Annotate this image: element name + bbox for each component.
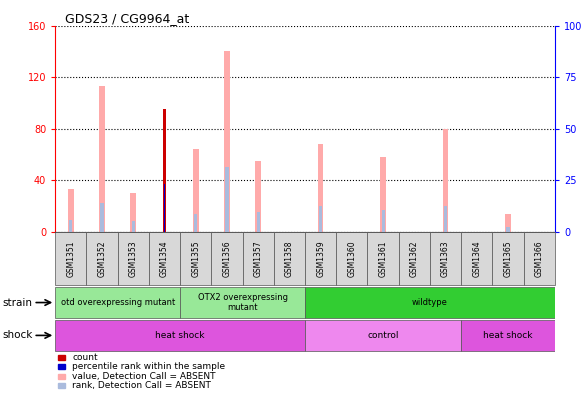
Bar [69,220,73,232]
Text: GSM1355: GSM1355 [191,240,200,277]
Bar [55,320,305,351]
Text: strain: strain [3,297,33,308]
Bar [55,232,87,285]
Bar [319,206,322,232]
Bar [256,161,261,232]
Text: GSM1358: GSM1358 [285,240,294,277]
Text: otd overexpressing mutant: otd overexpressing mutant [60,298,175,307]
Text: heat shock: heat shock [155,331,205,340]
Text: GSM1357: GSM1357 [254,240,263,277]
Bar [461,320,555,351]
Bar [523,232,555,285]
Bar [318,144,324,232]
Text: GSM1353: GSM1353 [129,240,138,277]
Text: GSM1356: GSM1356 [223,240,231,277]
Bar [257,212,260,232]
Bar [87,232,117,285]
Text: percentile rank within the sample: percentile rank within the sample [72,362,225,371]
Text: count: count [72,353,98,362]
Text: GSM1354: GSM1354 [160,240,169,277]
Bar [55,287,180,318]
Bar [149,232,180,285]
Bar [180,232,211,285]
Bar [493,232,523,285]
Text: GSM1360: GSM1360 [347,240,356,277]
Text: OTX2 overexpressing
mutant: OTX2 overexpressing mutant [198,293,288,312]
Text: control: control [367,331,399,340]
Text: GSM1366: GSM1366 [535,240,544,277]
Text: wildtype: wildtype [412,298,448,307]
Bar [211,232,243,285]
Text: shock: shock [3,330,33,341]
Bar [305,287,555,318]
Bar [382,210,385,232]
Bar [336,232,368,285]
Bar [461,232,493,285]
Bar [225,167,228,232]
Bar [68,189,74,232]
Bar [117,232,149,285]
Bar [131,193,136,232]
Text: rank, Detection Call = ABSENT: rank, Detection Call = ABSENT [72,381,211,390]
Text: GDS23 / CG9964_at: GDS23 / CG9964_at [65,11,189,25]
Bar [368,232,399,285]
Bar [163,109,166,232]
Bar [164,184,165,232]
Text: GSM1359: GSM1359 [316,240,325,277]
Bar [101,204,103,232]
Text: GSM1362: GSM1362 [410,240,419,277]
Bar [505,213,511,232]
Bar [274,232,305,285]
Text: GSM1363: GSM1363 [441,240,450,277]
Bar [224,51,229,232]
Bar [305,320,461,351]
Text: GSM1352: GSM1352 [98,240,106,277]
Text: GSM1361: GSM1361 [379,240,388,277]
Bar [194,213,198,232]
Bar [507,227,510,232]
Bar [430,232,461,285]
Bar [193,149,199,232]
Text: value, Detection Call = ABSENT: value, Detection Call = ABSENT [72,372,216,381]
Bar [381,157,386,232]
Bar [444,206,447,232]
Bar [132,221,135,232]
Bar [99,86,105,232]
Bar [443,129,449,232]
Bar [243,232,274,285]
Text: GSM1364: GSM1364 [472,240,481,277]
Text: heat shock: heat shock [483,331,533,340]
Text: GSM1351: GSM1351 [66,240,76,277]
Bar [305,232,336,285]
Bar [180,287,305,318]
Text: GSM1365: GSM1365 [504,240,512,277]
Bar [399,232,430,285]
